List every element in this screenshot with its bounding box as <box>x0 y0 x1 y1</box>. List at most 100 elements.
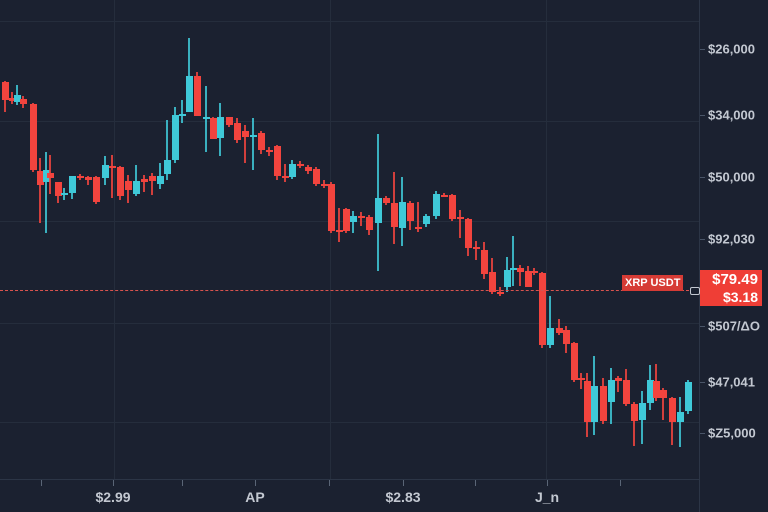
candle-body <box>321 184 328 186</box>
candle-body <box>20 99 27 104</box>
candle-body <box>226 117 233 125</box>
candle-body <box>677 412 684 422</box>
candle-body <box>194 76 201 116</box>
price-axis-tick <box>700 382 705 383</box>
candle-body <box>149 176 156 181</box>
candle-wick <box>633 402 635 446</box>
time-axis-tick <box>475 480 476 486</box>
candle-wick <box>679 397 681 447</box>
candle-body <box>179 114 186 116</box>
candle-wick <box>166 120 168 180</box>
symbol-tag: XRP USDT <box>622 275 684 291</box>
price-line-handle-icon[interactable] <box>690 287 700 295</box>
candle-body <box>653 381 660 398</box>
current-price-value: $79.49 <box>712 271 758 288</box>
grid-line-horizontal <box>0 21 699 22</box>
candle-body <box>441 195 448 197</box>
time-axis-tick <box>182 480 183 486</box>
price-axis-tick <box>700 115 705 116</box>
time-axis-tick <box>403 480 404 486</box>
candle-wick <box>135 165 137 196</box>
candle-body <box>457 217 464 219</box>
candle-wick <box>417 202 419 232</box>
candle-body <box>328 184 335 231</box>
candle-body <box>305 167 312 171</box>
price-axis-label: $507/ΔO <box>708 318 760 334</box>
time-axis-tick <box>329 480 330 486</box>
time-axis-tick <box>41 480 42 486</box>
candle-body <box>77 176 84 178</box>
candle-wick <box>143 175 145 192</box>
candle-body <box>117 167 124 196</box>
candle-wick <box>111 155 113 198</box>
candle-body <box>43 170 50 182</box>
candle-body <box>266 150 273 152</box>
candle-body <box>539 273 546 345</box>
candle-body <box>69 176 76 193</box>
candle-wick <box>352 211 354 233</box>
candle-body <box>157 176 164 184</box>
time-axis-tick <box>620 480 621 486</box>
plot-area[interactable] <box>0 0 699 479</box>
candle-body <box>639 403 646 420</box>
candle-body <box>584 381 591 422</box>
candle-body <box>2 82 9 100</box>
grid-line-horizontal <box>0 323 699 324</box>
time-axis[interactable]: $2.99 AP $2.83 J_n <box>0 479 699 512</box>
candle-body <box>407 203 414 221</box>
candle-body <box>685 382 692 411</box>
price-axis-tick <box>700 239 705 240</box>
candle-body <box>531 271 538 273</box>
candle-wick <box>499 287 501 296</box>
candle-wick <box>252 118 254 170</box>
price-axis-label: $34,000 <box>708 107 755 123</box>
candle-body <box>556 328 563 333</box>
price-axis-label: $47,041 <box>708 374 755 390</box>
candle-body <box>433 194 440 216</box>
price-axis[interactable]: $26,000 $34,000 $50,000 $92,030 $507/ΔO $47,0… <box>699 0 768 512</box>
candle-body <box>563 330 570 344</box>
current-price-badge: $79.49 $3.18 <box>700 270 762 306</box>
candle-body <box>578 378 585 380</box>
candle-body <box>383 198 390 203</box>
candle-body <box>660 390 667 398</box>
candle-body <box>647 380 654 403</box>
candle-wick <box>360 212 362 226</box>
current-price-line <box>0 290 699 291</box>
price-axis-label: $26,000 <box>708 41 755 57</box>
price-axis-label: $Z5,000 <box>708 425 756 441</box>
time-axis-label: $2.99 <box>95 489 131 505</box>
candle-body <box>217 117 224 138</box>
candle-body <box>449 195 456 219</box>
candle-wick <box>87 176 89 185</box>
grid-line-horizontal <box>0 121 699 122</box>
price-axis-tick <box>700 326 705 327</box>
grid-line-vertical <box>330 0 331 479</box>
time-axis-label: AP <box>245 489 265 505</box>
candle-wick <box>205 86 207 152</box>
candle-body <box>571 343 578 380</box>
candle-body <box>375 198 382 223</box>
candle-body <box>289 164 296 177</box>
candle-wick <box>459 210 461 238</box>
candle-wick <box>45 152 47 233</box>
grid-line-vertical <box>546 0 547 479</box>
candle-body <box>172 115 179 160</box>
candle-body <box>547 328 554 345</box>
candle-body <box>258 133 265 150</box>
candle-wick <box>558 319 560 335</box>
candle-body <box>141 179 148 182</box>
grid-line-vertical <box>114 0 115 479</box>
candle-body <box>164 160 171 174</box>
candle-body <box>297 164 304 166</box>
candle-body <box>85 177 92 180</box>
candle-body <box>415 227 422 229</box>
candle-body <box>47 173 54 178</box>
candle-body <box>608 380 615 402</box>
candle-wick <box>549 296 551 348</box>
candle-body <box>242 131 249 137</box>
candle-body <box>631 404 638 421</box>
candle-body <box>591 386 598 422</box>
candle-body <box>423 216 430 224</box>
